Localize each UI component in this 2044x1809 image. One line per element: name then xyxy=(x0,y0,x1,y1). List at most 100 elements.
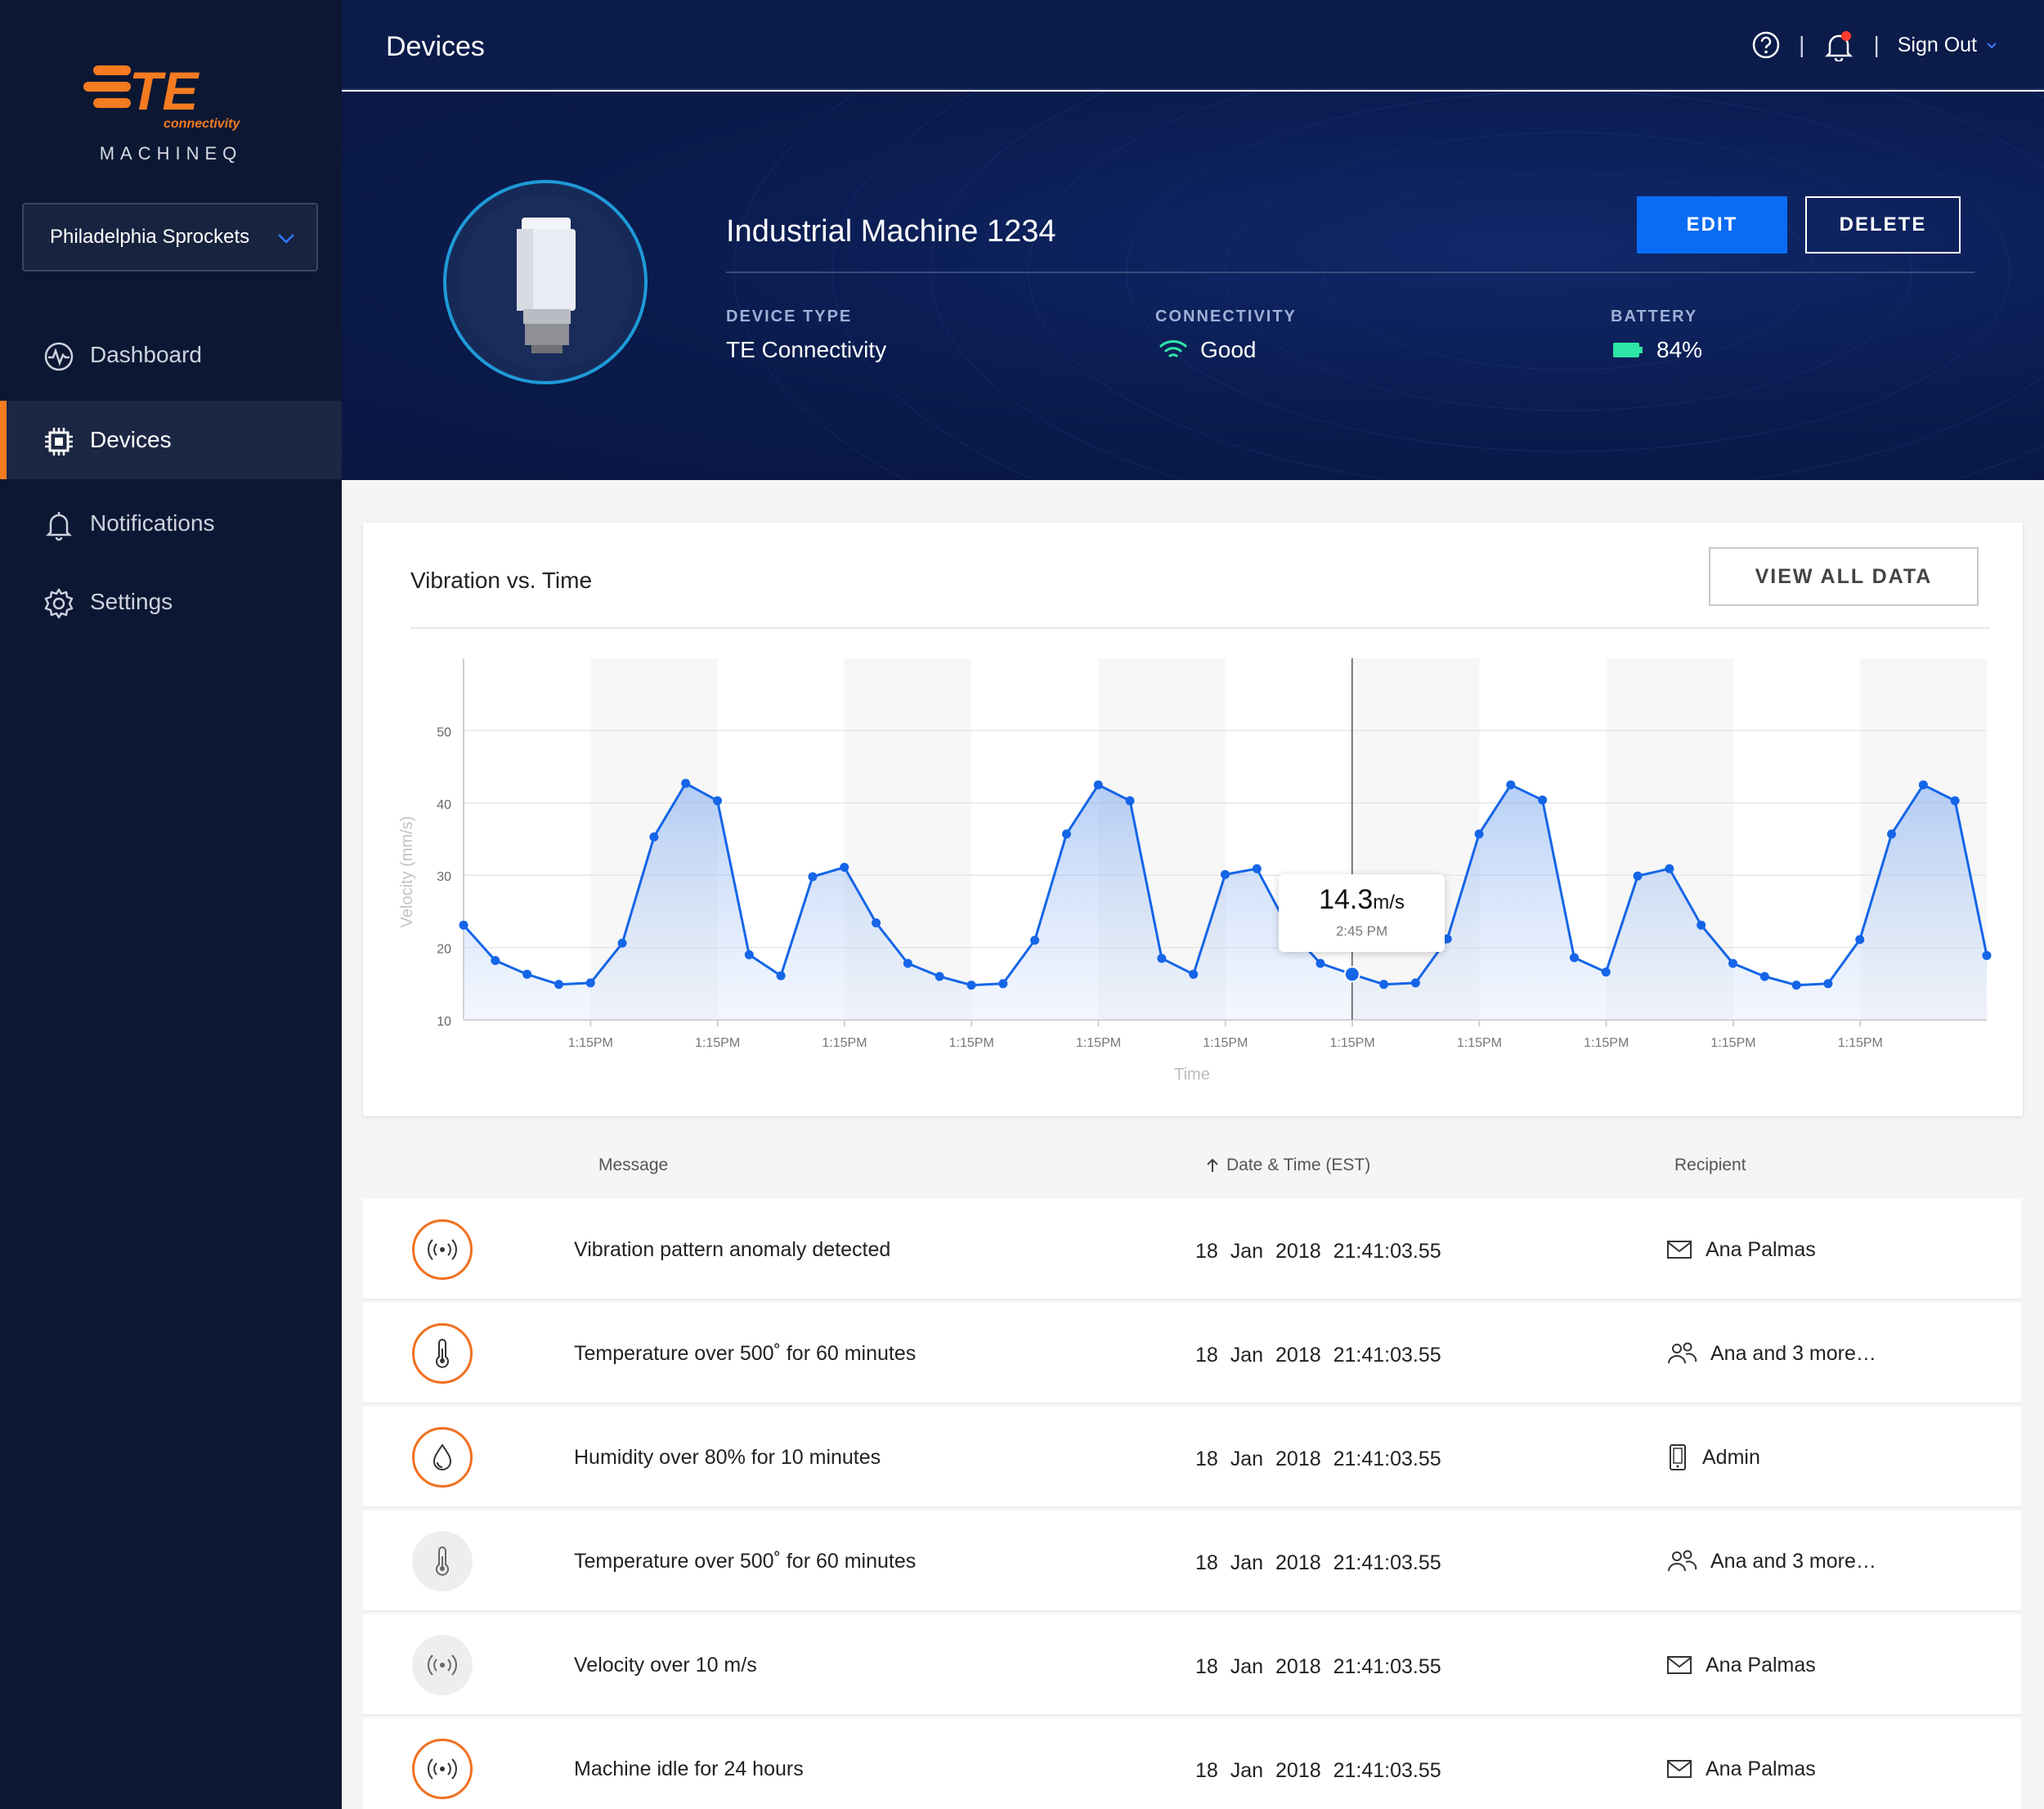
data-point xyxy=(1410,978,1420,988)
y-axis-label: Velocity (mm/s) xyxy=(398,816,416,928)
data-point xyxy=(1759,972,1769,981)
row-datetime: 18 Jan 2018 21:41:03.55 xyxy=(1195,1759,1441,1782)
column-header-message[interactable]: Message xyxy=(598,1156,669,1174)
organization-select[interactable]: Philadelphia Sprockets xyxy=(22,203,318,272)
data-point xyxy=(491,956,500,966)
x-tick-label: 1:15PM xyxy=(1076,1036,1121,1050)
envelope-icon xyxy=(1666,1239,1706,1260)
data-point xyxy=(522,969,532,979)
column-header-datetime[interactable]: Date & Time (EST) xyxy=(1205,1156,1370,1175)
edit-button[interactable]: EDIT xyxy=(1637,196,1787,254)
nav-item-notifications[interactable]: Notifications xyxy=(0,484,342,563)
nav-item-dashboard[interactable]: Dashboard xyxy=(0,316,342,394)
gear-icon xyxy=(44,588,74,619)
row-recipient[interactable]: Admin xyxy=(1666,1441,1760,1474)
row-recipient[interactable]: Ana Palmas xyxy=(1666,1753,1816,1785)
tooltip-value-line: 14.3m/s xyxy=(1279,884,1445,916)
table-row[interactable]: Temperature over 500˚ for 60 minutes 18 J… xyxy=(363,1303,2021,1404)
view-all-data-button[interactable]: VIEW ALL DATA xyxy=(1709,547,1979,606)
data-point xyxy=(998,979,1008,989)
data-point xyxy=(1252,864,1262,873)
connectivity-value: Good xyxy=(1158,337,1257,363)
data-point xyxy=(840,862,849,872)
table-row[interactable]: Machine idle for 24 hours 18 Jan 2018 21:… xyxy=(363,1718,2021,1809)
data-point xyxy=(1157,954,1167,963)
te-logo-icon: TE connectivity xyxy=(83,61,240,131)
table-row[interactable]: Temperature over 500˚ for 60 minutes 18 J… xyxy=(363,1510,2021,1612)
data-point xyxy=(1316,958,1325,968)
chevron-down-icon xyxy=(278,234,294,244)
sensor-device-image xyxy=(517,218,576,353)
device-type-value: TE Connectivity xyxy=(726,337,886,363)
vibration-chart[interactable]: 10 20 30 40 50 1:15PM 1:15PM 1:15PM 1:15PM 1:15PM… xyxy=(363,523,2023,1116)
chart-card-title: Vibration vs. Time xyxy=(410,568,593,593)
connectivity-text: Good xyxy=(1200,337,1257,362)
connectivity-label: CONNECTIVITY xyxy=(1155,307,1297,325)
data-point xyxy=(459,920,468,930)
vibration-icon xyxy=(412,1635,473,1695)
table-row[interactable]: Velocity over 10 m/s 18 Jan 2018 21:41:03… xyxy=(363,1614,2021,1716)
wifi-icon xyxy=(1159,340,1188,358)
battery-value: 84% xyxy=(1612,337,1702,363)
row-recipient-name: Ana Palmas xyxy=(1706,1653,1816,1677)
nav-item-devices[interactable]: Devices xyxy=(0,401,342,479)
data-point xyxy=(1791,981,1801,990)
delete-button[interactable]: DELETE xyxy=(1805,196,1961,254)
thermometer-icon xyxy=(412,1531,473,1591)
x-tick-label: 1:15PM xyxy=(1584,1036,1629,1050)
data-point xyxy=(872,918,881,928)
help-icon[interactable] xyxy=(1751,30,1781,60)
data-point xyxy=(1887,829,1897,839)
data-point xyxy=(1442,934,1452,944)
card-divider xyxy=(410,627,1990,629)
data-point xyxy=(808,872,818,882)
chevron-down-icon[interactable] xyxy=(1985,38,1998,52)
row-recipient[interactable]: Ana Palmas xyxy=(1666,1233,1816,1266)
nav-item-settings[interactable]: Settings xyxy=(0,563,342,641)
data-point xyxy=(1030,936,1040,945)
envelope-icon xyxy=(1666,1758,1706,1780)
table-row[interactable]: Vibration pattern anomaly detected 18 Jan… xyxy=(363,1199,2021,1300)
thermometer-icon xyxy=(412,1323,473,1384)
device-type-label: DEVICE TYPE xyxy=(726,307,853,325)
data-point xyxy=(935,972,944,981)
row-recipient[interactable]: Ana Palmas xyxy=(1666,1649,1816,1681)
y-tick-label: 30 xyxy=(437,870,451,884)
droplet-icon xyxy=(412,1427,473,1488)
x-tick-label: 1:15PM xyxy=(949,1036,994,1050)
data-point xyxy=(1506,780,1516,790)
hero-divider xyxy=(726,272,1975,273)
nav-label: Notifications xyxy=(90,510,215,536)
column-header-recipient[interactable]: Recipient xyxy=(1674,1156,1746,1174)
data-point xyxy=(1221,869,1230,879)
column-header-datetime-label: Date & Time (EST) xyxy=(1226,1156,1371,1174)
table-row[interactable]: Humidity over 80% for 10 minutes 18 Jan 2… xyxy=(363,1407,2021,1508)
row-datetime: 18 Jan 2018 21:41:03.55 xyxy=(1195,1240,1441,1263)
data-point xyxy=(649,832,659,842)
data-point xyxy=(1823,979,1833,989)
row-message: Humidity over 80% for 10 minutes xyxy=(574,1446,881,1469)
x-tick-label: 1:15PM xyxy=(1710,1036,1755,1050)
row-message: Machine idle for 24 hours xyxy=(574,1757,804,1780)
x-tick-label: 1:15PM xyxy=(1203,1036,1248,1050)
row-recipient-name: Ana Palmas xyxy=(1706,1237,1816,1261)
sidebar: TE connectivity MACHINEQ Philadelphia Sp… xyxy=(0,0,342,1809)
phone-icon xyxy=(1666,1443,1702,1471)
vibration-icon xyxy=(412,1219,473,1280)
series-area xyxy=(464,783,1987,1020)
logo-tagline: connectivity xyxy=(164,117,240,131)
nav-label: Devices xyxy=(90,427,172,452)
x-tick-label: 1:15PM xyxy=(1457,1036,1502,1050)
notification-bell-icon[interactable] xyxy=(1822,29,1855,61)
tooltip-time: 2:45 PM xyxy=(1335,923,1388,939)
bell-icon xyxy=(45,512,73,541)
data-point xyxy=(1125,796,1135,806)
sign-out-link[interactable]: Sign Out xyxy=(1897,33,1977,56)
battery-text: 84% xyxy=(1656,337,1703,362)
battery-label: BATTERY xyxy=(1611,307,1698,325)
row-recipient[interactable]: Ana and 3 more… xyxy=(1666,1337,1876,1370)
data-point xyxy=(744,949,754,959)
data-point xyxy=(1093,780,1103,790)
data-point xyxy=(1728,958,1737,968)
row-recipient[interactable]: Ana and 3 more… xyxy=(1666,1545,1876,1578)
